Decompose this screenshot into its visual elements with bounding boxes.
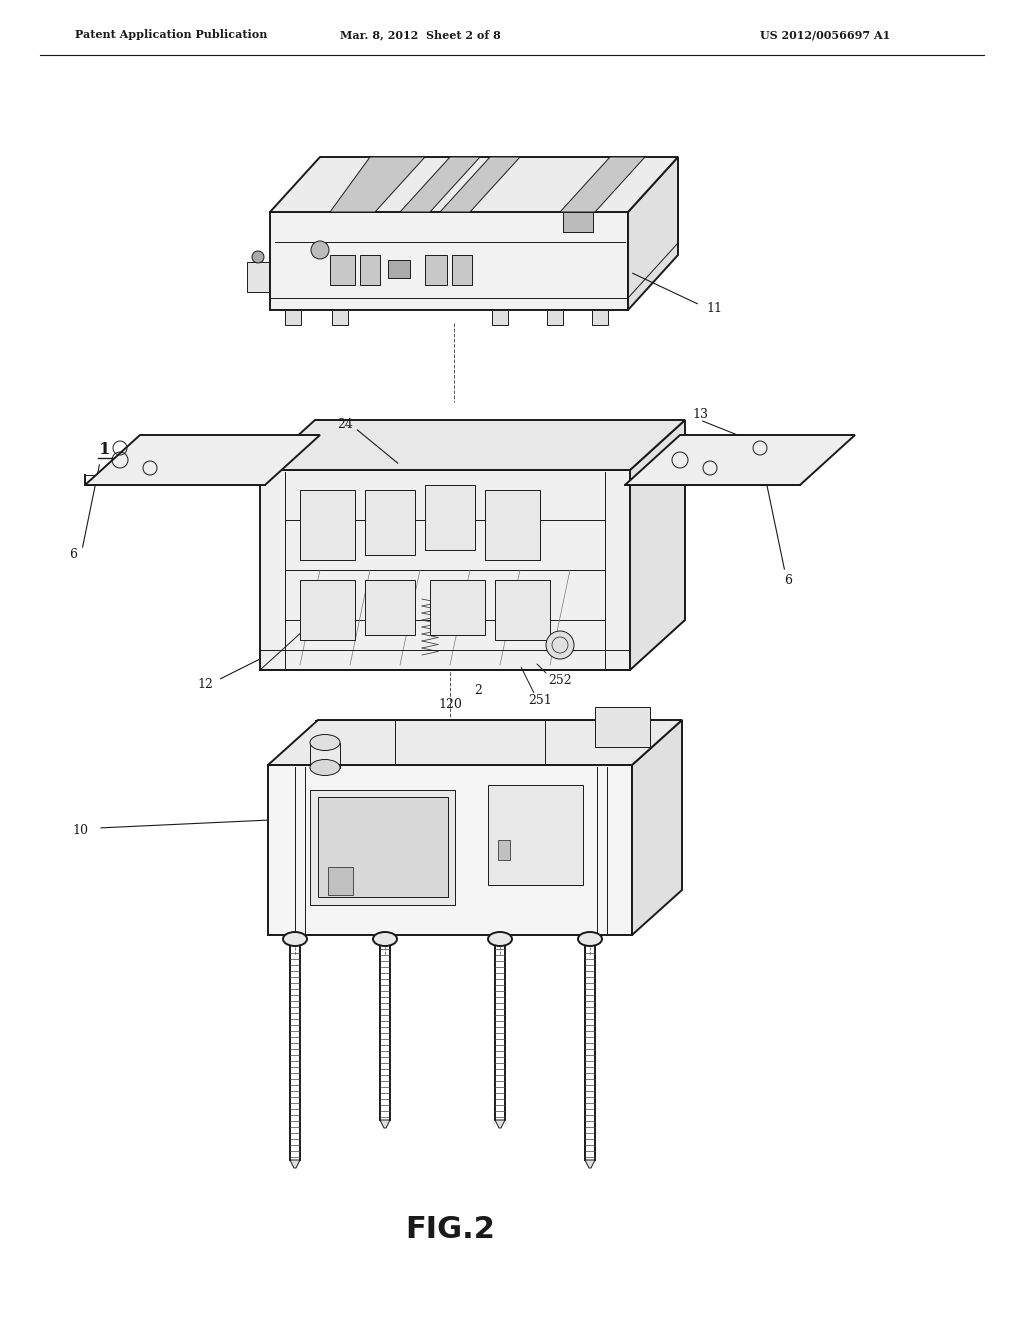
Bar: [300, 579, 355, 640]
Polygon shape: [268, 719, 682, 766]
Bar: [488, 785, 583, 884]
Circle shape: [311, 242, 329, 259]
Bar: [332, 310, 348, 325]
Text: 12: 12: [197, 678, 213, 692]
Polygon shape: [585, 1160, 595, 1168]
Text: US 2012/0056697 A1: US 2012/0056697 A1: [760, 29, 890, 41]
Bar: [485, 490, 540, 560]
Bar: [310, 789, 455, 906]
Text: 6: 6: [69, 549, 77, 561]
Polygon shape: [632, 719, 682, 935]
Bar: [285, 310, 301, 325]
Text: 6: 6: [784, 573, 792, 586]
Ellipse shape: [373, 932, 397, 946]
Text: 13: 13: [692, 408, 708, 421]
Text: 10: 10: [72, 824, 88, 837]
Bar: [547, 310, 563, 325]
Text: 251: 251: [528, 693, 552, 706]
Text: Mar. 8, 2012  Sheet 2 of 8: Mar. 8, 2012 Sheet 2 of 8: [340, 29, 501, 41]
Polygon shape: [498, 840, 510, 861]
Polygon shape: [495, 1119, 505, 1129]
Polygon shape: [630, 420, 685, 671]
Polygon shape: [330, 255, 355, 285]
Polygon shape: [400, 157, 480, 213]
Polygon shape: [452, 255, 472, 285]
Bar: [592, 310, 608, 325]
Polygon shape: [270, 213, 628, 310]
Polygon shape: [290, 1160, 300, 1168]
Polygon shape: [560, 157, 645, 213]
Bar: [328, 867, 353, 895]
Polygon shape: [268, 766, 632, 935]
Polygon shape: [260, 470, 630, 671]
Polygon shape: [380, 1119, 390, 1129]
Polygon shape: [440, 157, 520, 213]
Polygon shape: [628, 157, 678, 310]
Text: 11: 11: [706, 301, 722, 314]
Polygon shape: [260, 420, 685, 470]
Polygon shape: [388, 260, 410, 279]
Bar: [495, 579, 550, 640]
Ellipse shape: [310, 759, 340, 776]
Ellipse shape: [578, 932, 602, 946]
Bar: [425, 484, 475, 550]
Text: 252: 252: [548, 673, 571, 686]
Bar: [595, 706, 650, 747]
Polygon shape: [360, 255, 380, 285]
Bar: [365, 490, 415, 554]
Text: 24: 24: [337, 418, 353, 432]
Polygon shape: [270, 157, 678, 213]
Bar: [492, 310, 508, 325]
Bar: [365, 579, 415, 635]
Bar: [318, 797, 449, 898]
Circle shape: [546, 631, 574, 659]
Polygon shape: [85, 436, 319, 484]
Polygon shape: [330, 157, 425, 213]
Polygon shape: [625, 436, 855, 484]
Ellipse shape: [283, 932, 307, 946]
Text: Patent Application Publication: Patent Application Publication: [75, 29, 267, 41]
Text: 120: 120: [438, 698, 462, 711]
Text: 2: 2: [474, 684, 482, 697]
Text: 1: 1: [99, 441, 111, 458]
Bar: [563, 213, 593, 232]
Circle shape: [252, 251, 264, 263]
Text: FIG.2: FIG.2: [406, 1216, 495, 1245]
Ellipse shape: [310, 734, 340, 751]
Bar: [430, 579, 485, 635]
Bar: [247, 261, 269, 292]
Polygon shape: [425, 255, 447, 285]
Bar: [300, 490, 355, 560]
Ellipse shape: [488, 932, 512, 946]
